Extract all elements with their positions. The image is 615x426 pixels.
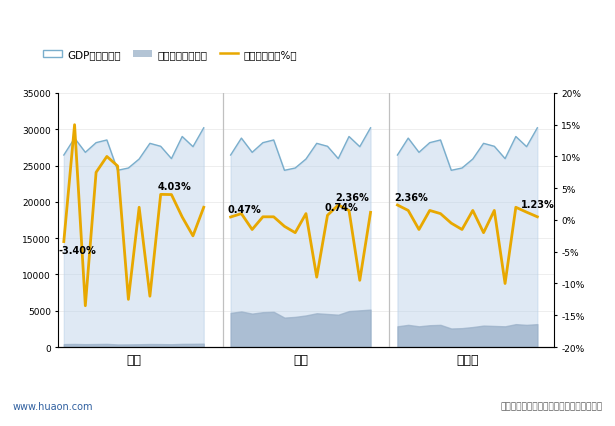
Text: -3.40%: -3.40% <box>58 245 96 256</box>
Text: 2010-2023年法国农业、工业、制造业增加值及增速: 2010-2023年法国农业、工业、制造业增加值及增速 <box>185 56 430 71</box>
Text: 2.36%: 2.36% <box>394 193 428 202</box>
Text: www.huaon.com: www.huaon.com <box>12 401 93 411</box>
Text: 2.36%: 2.36% <box>335 193 369 202</box>
Text: 1.23%: 1.23% <box>521 200 555 210</box>
Text: 华经情报网: 华经情报网 <box>23 17 57 26</box>
Text: 数据来源：世界银行；华经产业研究院整理: 数据来源：世界银行；华经产业研究院整理 <box>501 402 603 411</box>
Bar <box>7 9 12 34</box>
Legend: GDP（亿美元）, 增加值（亿美元）, 增加值增速（%）: GDP（亿美元）, 增加值（亿美元）, 增加值增速（%） <box>39 46 301 64</box>
Text: 4.03%: 4.03% <box>157 182 191 192</box>
Text: 0.74%: 0.74% <box>324 203 358 213</box>
Text: 专业严谨 • 客观科学: 专业严谨 • 客观科学 <box>544 17 603 26</box>
Text: 0.47%: 0.47% <box>228 204 261 214</box>
Bar <box>14 9 19 34</box>
